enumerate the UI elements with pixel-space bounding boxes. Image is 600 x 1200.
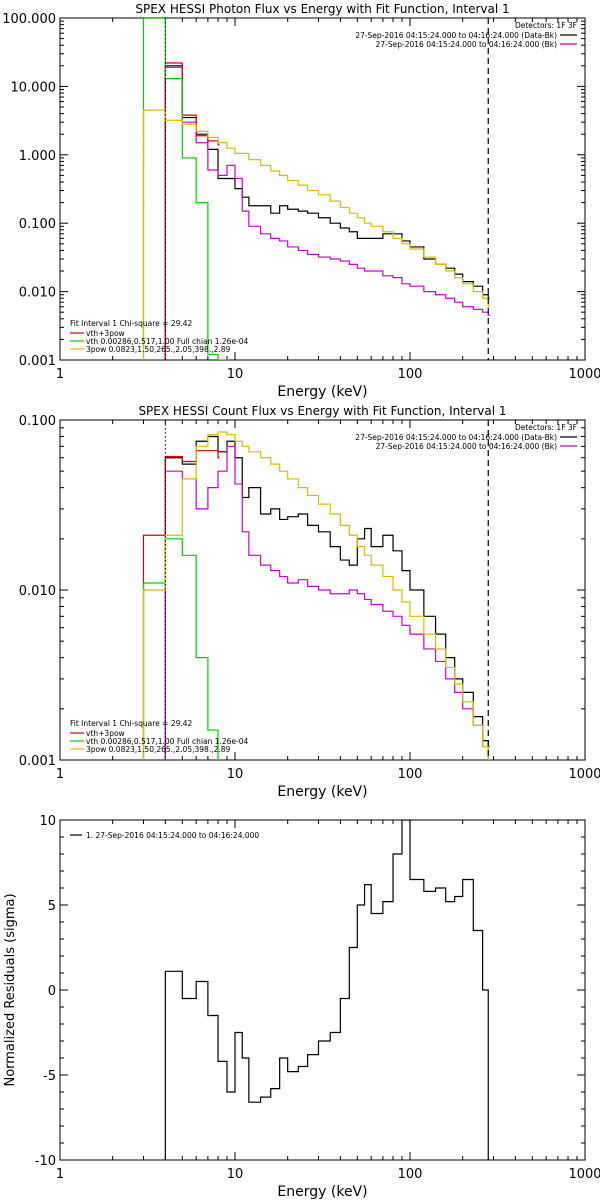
legend-entry-label: vth 0.00286,0.517,1.00 Full chian 1.26e-… (86, 337, 249, 346)
x-tick-label: 1 (56, 1167, 64, 1182)
plot-frame (59, 17, 586, 361)
legend-entry-label: vth 0.00286,0.517,1.00 Full chian 1.26e-… (86, 737, 249, 746)
legend-bottom-left: Fit Interval 1 Chi-square = 29.42vth+3po… (70, 719, 249, 754)
legend-header: Detectors: 1F 3F (515, 21, 577, 30)
y-tick-label: 1.000 (19, 149, 56, 164)
y-tick-label: 0.010 (19, 286, 56, 301)
legend-header: Fit Interval 1 Chi-square = 29.42 (70, 319, 193, 328)
legend-entry-label: vth+3pow (86, 729, 125, 738)
chart-title: SPEX HESSI Count Flux vs Energy with Fit… (138, 404, 506, 418)
y-tick-label: 0.100 (19, 217, 56, 232)
series-vth-3pow (142, 450, 220, 760)
legend-entry-label: 3pow 0.0823,1.50,265.,2.05,398.,2.89 (86, 745, 231, 754)
x-tick-label: 10 (227, 1167, 244, 1182)
series-vth (142, 18, 229, 360)
series-bk (164, 445, 490, 760)
legend-entry-label: 27-Sep-2016 04:15:24.000 to 04:16:24.000… (376, 40, 557, 49)
legend-top-left: 1. 27-Sep-2016 04:15:24.000 to 04:16:24.… (70, 831, 259, 840)
chart-3: 1 10 100 1000 -10 -5 0 5 10 Energy (keV) Normalize… (3, 814, 600, 1200)
y-tick-label: 10 (39, 814, 56, 829)
y-tick-label: -5 (43, 1069, 56, 1084)
legend-header: Detectors: 1F 3F (515, 423, 577, 432)
plot-area (142, 431, 490, 760)
y-tick-label: 5 (48, 899, 56, 914)
y-tick-label: 0.010 (19, 584, 56, 599)
x-tick-label: 1000 (568, 767, 600, 782)
x-tick-label: 10 (227, 367, 244, 382)
series-3pow (142, 109, 490, 360)
legend-entry-label: vth+3pow (86, 329, 125, 338)
series-data-bk (164, 435, 490, 760)
chart-2: 1 10 100 1000 0.001 0.010 0.100 SPEX HESSI Coun… (19, 404, 600, 800)
x-axis-label: Energy (keV) (277, 384, 367, 400)
legend-entry-label: 27-Sep-2016 04:15:24.000 to 04:16:24.000… (355, 433, 557, 442)
y-tick-label: 0 (48, 984, 56, 999)
y-axis-label: Normalized Residuals (sigma) (3, 893, 18, 1086)
x-tick-label: 100 (398, 767, 423, 782)
x-axis-label: Energy (keV) (277, 784, 367, 800)
x-tick-label: 1000 (568, 1167, 600, 1182)
y-tick-label: 0.100 (19, 414, 56, 429)
y-tick-label: 100.000 (2, 12, 56, 27)
x-tick-label: 10 (227, 767, 244, 782)
plot-area (142, 18, 490, 360)
x-tick-label: 1000 (568, 367, 600, 382)
series-residuals (164, 820, 490, 1160)
y-tick-label: 0.001 (19, 354, 56, 369)
y-tick-label: 0.001 (19, 754, 56, 769)
series-bk (164, 66, 490, 360)
series-data-bk (164, 65, 490, 360)
legend-entry-label: 27-Sep-2016 04:15:24.000 to 04:16:24.000… (376, 442, 557, 451)
chart-1: 1 10 100 1000 0.001 0.010 0.100 1.000 10.000 100.… (2, 2, 600, 400)
x-axis-label: Energy (keV) (277, 1184, 367, 1200)
y-tick-label: 10.000 (11, 80, 57, 95)
legend-bottom-left: Fit Interval 1 Chi-square = 29.42vth+3po… (70, 319, 249, 354)
plot-area (164, 820, 490, 1160)
x-tick-label: 100 (398, 1167, 423, 1182)
x-tick-label: 1 (56, 367, 64, 382)
series-3pow (142, 431, 490, 760)
legend-entry-label: 1. 27-Sep-2016 04:15:24.000 to 04:16:24.… (86, 831, 259, 840)
plot-frame (59, 819, 586, 1161)
y-tick-label: -10 (35, 1154, 56, 1169)
legend-entry-label: 27-Sep-2016 04:15:24.000 to 04:16:24.000… (355, 31, 557, 40)
legend-header: Fit Interval 1 Chi-square = 29.42 (70, 719, 193, 728)
x-tick-label: 1 (56, 767, 64, 782)
x-tick-label: 100 (398, 367, 423, 382)
legend-entry-label: 3pow 0.0823,1.50,265.,2.05,398.,2.89 (86, 345, 231, 354)
chart-title: SPEX HESSI Photon Flux vs Energy with Fi… (135, 2, 509, 16)
